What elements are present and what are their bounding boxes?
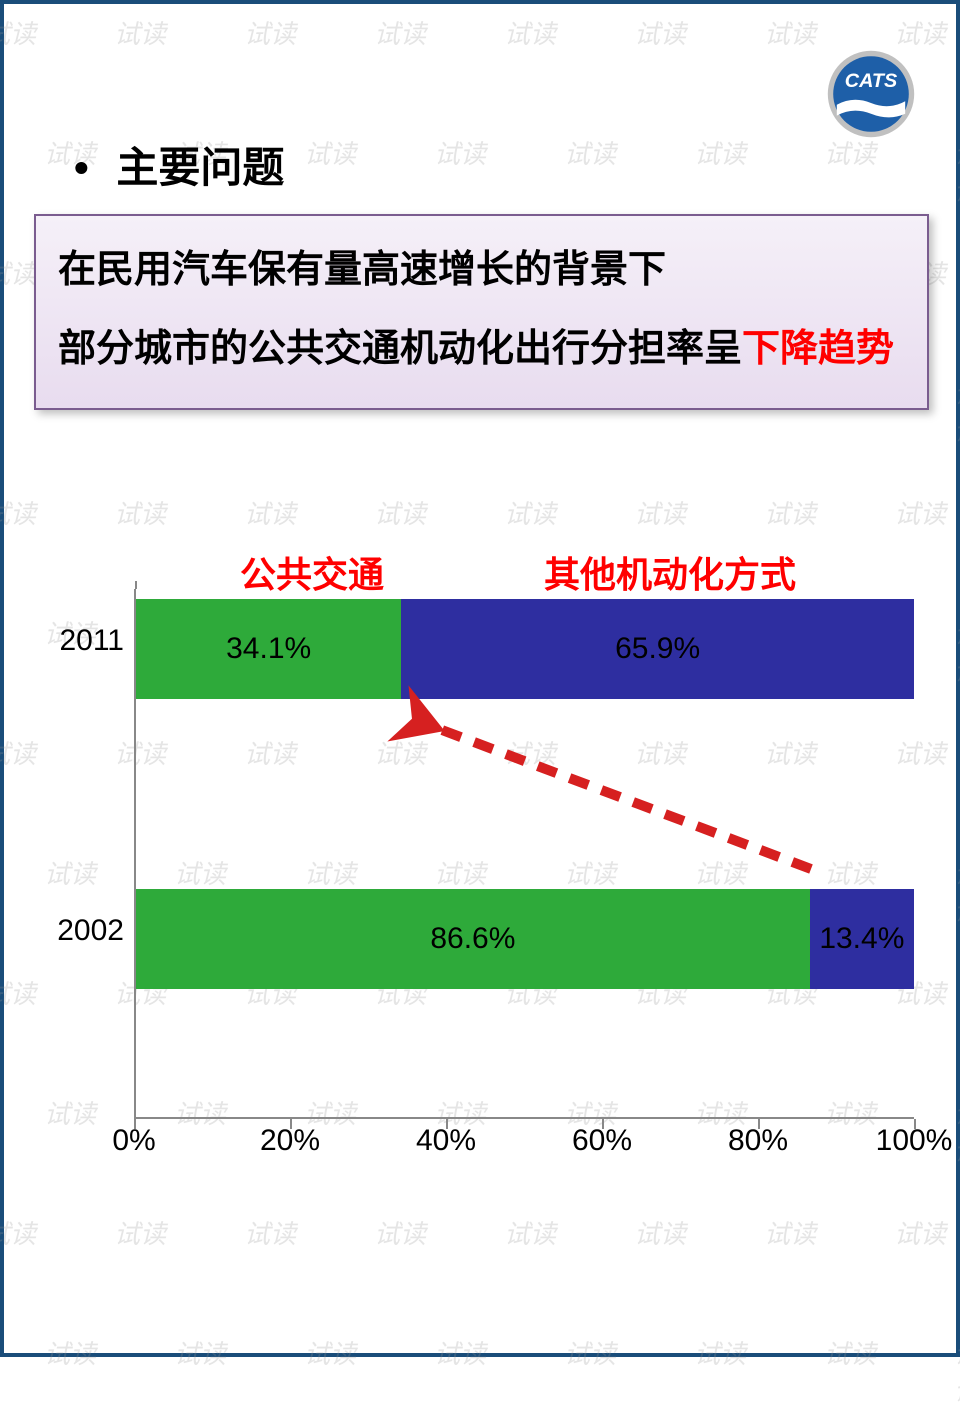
section-heading: 主要问题 — [74, 134, 284, 195]
bar-row-2011: 34.1% 65.9% — [136, 599, 914, 699]
bar-2002-other-label: 13.4% — [819, 922, 904, 956]
stacked-bar-chart: 公共交通 其他机动化方式 2011 2002 34.1% 65.9% 86.6% — [44, 524, 924, 1204]
x-tick-80: 80% — [728, 1124, 788, 1158]
bar-2002-public-label: 86.6% — [430, 922, 515, 956]
bar-row-2002: 86.6% 13.4% — [136, 889, 914, 989]
bar-2002-public: 86.6% — [136, 889, 810, 989]
plot-area: 34.1% 65.9% 86.6% 13.4% — [134, 589, 914, 1119]
y-label-2011: 2011 — [44, 624, 124, 658]
x-axis: 0% 20% 40% 60% 80% 100% — [134, 1124, 914, 1174]
x-tick-60: 60% — [572, 1124, 632, 1158]
bar-2011-other: 65.9% — [401, 599, 914, 699]
heading-text: 主要问题 — [116, 144, 284, 191]
bar-2011-public-label: 34.1% — [226, 632, 311, 666]
info-line-2: 部分城市的公共交通机动化出行分担率呈下降趋势 — [58, 319, 905, 380]
svg-text:CATS: CATS — [845, 70, 897, 92]
x-tick-0: 0% — [112, 1124, 155, 1158]
info-line-2-prefix: 部分城市的公共交通机动化出行分担率呈 — [58, 328, 742, 370]
info-line-1: 在民用汽车保有量高速增长的背景下 — [58, 240, 905, 301]
cats-logo: CATS — [826, 49, 916, 139]
x-tick-100: 100% — [876, 1124, 953, 1158]
bar-2002-other: 13.4% — [810, 889, 914, 989]
bar-2011-public: 34.1% — [136, 599, 401, 699]
y-label-2002: 2002 — [44, 914, 124, 948]
x-tick-20: 20% — [260, 1124, 320, 1158]
plot-top-tick — [135, 581, 137, 589]
info-callout-box: 在民用汽车保有量高速增长的背景下 部分城市的公共交通机动化出行分担率呈下降趋势 — [34, 214, 929, 410]
x-tick-40: 40% — [416, 1124, 476, 1158]
bar-2011-other-label: 65.9% — [615, 632, 700, 666]
info-line-2-highlight: 下降趋势 — [742, 328, 894, 370]
